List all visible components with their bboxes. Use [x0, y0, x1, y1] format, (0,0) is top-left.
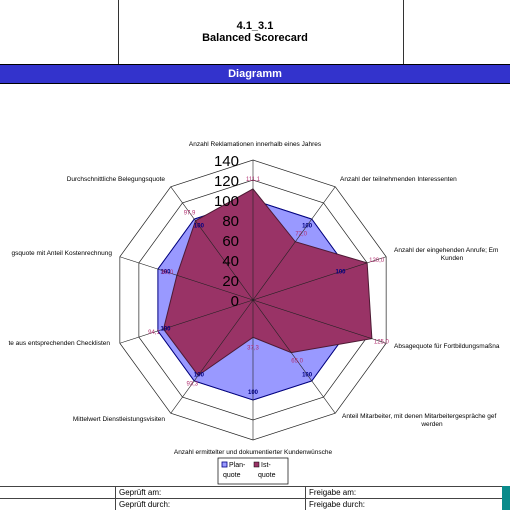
ist-data-label: 65,0	[291, 359, 303, 365]
axis-category-label: Absagequote für Fortbildungsmaßna	[394, 343, 500, 350]
radial-tick-label: 40	[222, 253, 239, 270]
legend: Plan-quote Ist-quote	[217, 457, 289, 485]
ist-data-label: 111,1	[246, 177, 261, 183]
ist-data-label: 94,1	[148, 330, 160, 336]
axis-spoke	[252, 186, 336, 301]
legend-box	[217, 457, 289, 485]
axis-category-label: Anzahl Reklamationen innerhalb eines Jah…	[189, 141, 322, 148]
axis-spoke	[252, 256, 387, 301]
radial-tick-label: 80	[222, 213, 239, 230]
corner-marker	[502, 486, 510, 510]
ist-data-label: 72,0	[295, 232, 307, 238]
axis-category-label: te aus entsprechenden Checklisten	[8, 340, 110, 347]
plan-data-label: 100	[302, 224, 313, 230]
plan-data-label: 100	[194, 372, 205, 378]
ist-data-label: 120,0	[369, 258, 385, 264]
plan-data-label: 100	[335, 270, 346, 276]
document-title: Balanced Scorecard	[202, 32, 308, 44]
axis-category-label: Anzahl der eingehenden Anrufe; Em Kunden	[394, 247, 498, 262]
footer-checked-on: Geprüft am:	[115, 487, 305, 498]
footer-table: Geprüft am: Freigabe am: Geprüft durch: …	[0, 486, 510, 510]
ist-data-label: 37,3	[247, 345, 259, 351]
axis-spoke	[252, 299, 387, 344]
axis-category-label: Anzahl ermittelter und dokumentierter Ku…	[174, 449, 333, 456]
legend-label-plan: Plan-quote	[223, 462, 246, 479]
footer-row: Geprüft durch: Freigabe durch:	[0, 498, 510, 510]
axis-category-label: Mittelwert Dienstleistungsvisiten	[73, 416, 166, 423]
footer-row: Geprüft am: Freigabe am:	[0, 486, 510, 498]
radial-tick-label: 140	[214, 153, 239, 170]
ist-data-label: 80,0	[162, 270, 174, 276]
legend-swatch-ist	[253, 461, 260, 468]
radar-chart: 0 20 40 60 80 100 120 140 100 100 100 100 100 100 100 1…	[8, 141, 500, 485]
axis-spoke	[170, 186, 254, 301]
axis-spoke	[252, 299, 336, 414]
footer-release-on: Freigabe am:	[305, 487, 500, 498]
ist-data-label: 93,3	[186, 382, 198, 388]
ist-data-label: 125,0	[374, 340, 390, 346]
footer-release-by: Freigabe durch:	[305, 499, 500, 510]
plan-data-label: 100	[302, 372, 313, 378]
footer-checked-by: Geprüft durch:	[115, 499, 305, 510]
plan-data-label: 100	[160, 270, 171, 276]
axis-spoke	[119, 299, 254, 344]
radial-tick-label: 20	[222, 273, 239, 290]
axis-spoke	[170, 299, 254, 414]
radial-tick-label: 100	[214, 193, 239, 210]
axis-category-label: gsquote mit Anteil Kostenrechnung	[12, 250, 113, 257]
plan-data-label: 100	[194, 224, 205, 230]
radial-tick-label: 120	[214, 173, 239, 190]
header: 4.1_3.1 Balanced Scorecard	[0, 0, 510, 64]
axis-category-label: Anteil Mitarbeiter, mit denen Mitarbeite…	[342, 413, 496, 428]
legend-swatch-plan	[221, 461, 228, 468]
ist-data-label: 97,9	[184, 211, 196, 217]
axis-spoke	[119, 256, 254, 301]
header-divider	[118, 0, 119, 64]
plan-data-label: 100	[248, 390, 259, 396]
section-banner: Diagramm	[0, 64, 510, 84]
axis-category-label: Anzahl der teilnehmenden Interessenten	[340, 176, 457, 183]
axis-category-label: Durchschnittliche Belegungsquote	[67, 176, 166, 183]
legend-label-ist: Ist-quote	[258, 462, 276, 479]
header-divider	[403, 0, 404, 64]
plan-data-label: 100	[160, 326, 171, 332]
document-code: 4.1_3.1	[236, 20, 274, 32]
radial-tick-label: 0	[231, 293, 239, 310]
radial-tick-label: 60	[222, 233, 239, 250]
